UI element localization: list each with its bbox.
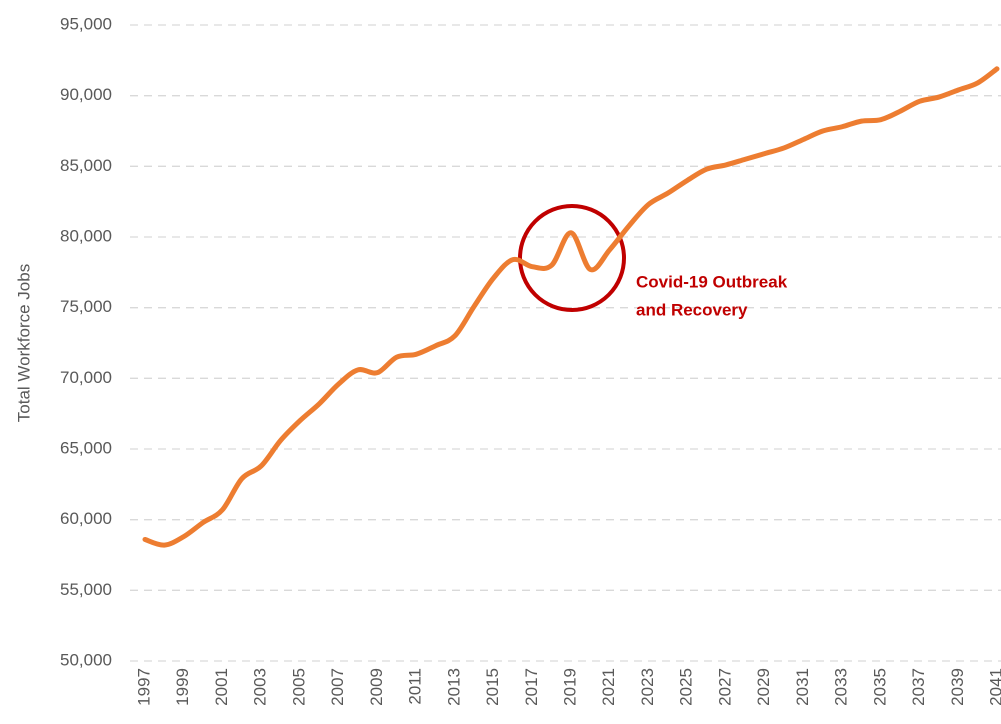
x-tick-label: 2035 [870,668,889,706]
x-tick-label: 2033 [832,668,851,706]
y-tick-label: 75,000 [60,297,112,316]
x-tick-label: 2039 [948,668,967,706]
x-tick-label: 2021 [599,668,618,706]
x-tick-label: 2019 [560,668,579,706]
x-tick-label: 2005 [289,668,308,706]
x-tick-label: 2003 [251,668,270,706]
x-tick-label: 2037 [909,668,928,706]
y-tick-label: 50,000 [60,650,112,669]
y-tick-label: 70,000 [60,368,112,387]
x-tick-label: 2029 [754,668,773,706]
y-tick-label: 85,000 [60,156,112,175]
x-tick-label: 2001 [212,668,231,706]
x-tick-label: 2015 [483,668,502,706]
x-tick-label: 2031 [793,668,812,706]
x-tick-label: 1997 [134,668,153,706]
x-tick-label: 2027 [715,668,734,706]
x-tick-label: 2023 [638,668,657,706]
x-tick-label: 2017 [522,668,541,706]
x-tick-label: 2013 [444,668,463,706]
x-tick-label: 2025 [677,668,696,706]
highlight-circle [518,204,626,312]
x-tick-label: 2007 [328,668,347,706]
y-tick-label: 55,000 [60,580,112,599]
y-tick-label: 60,000 [60,509,112,528]
annotation: and Recovery [636,300,748,319]
x-tick-label: 2011 [406,668,425,705]
y-tick-label: 80,000 [60,226,112,245]
y-tick-label: 65,000 [60,438,112,457]
y-axis-label: Total Workforce Jobs [14,264,33,422]
x-tick-label: 1999 [173,668,192,706]
annotation: Covid-19 Outbreak [636,272,788,291]
x-tick-label: 2009 [367,668,386,706]
data-line [142,66,1000,548]
y-tick-label: 95,000 [60,14,112,33]
x-tick-label: 2041 [986,668,1001,706]
y-tick-label: 90,000 [60,85,112,104]
